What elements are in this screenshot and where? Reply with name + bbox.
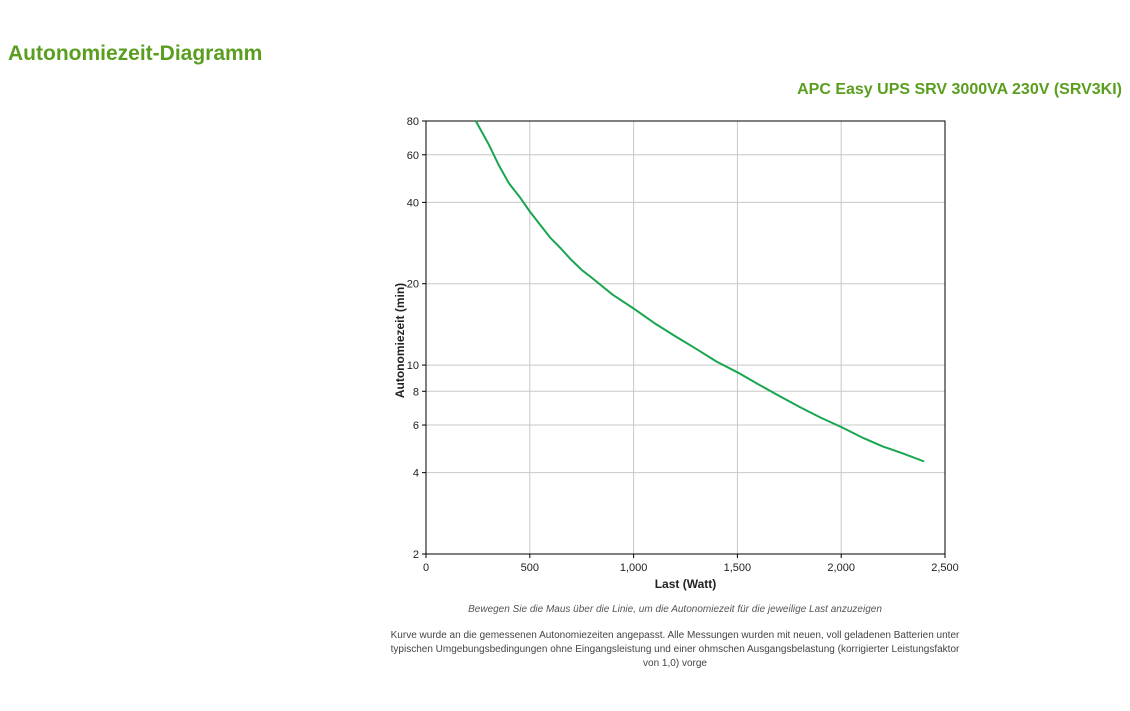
y-tick-label: 80 [407, 116, 419, 128]
x-tick-label: 1,000 [620, 562, 648, 574]
grid-lines [426, 121, 945, 554]
product-name: APC Easy UPS SRV 3000VA 230V (SRV3KI) [797, 81, 1122, 98]
series-layer[interactable] [474, 120, 925, 463]
y-tick-label: 4 [413, 468, 419, 480]
measurement-note: Kurve wurde an die gemessenen Autonomiez… [390, 630, 960, 669]
x-tick-label: 2,000 [827, 562, 855, 574]
x-axis-title: Last (Watt) [655, 577, 717, 591]
axis-ticks: 0 500 1,000 1,500 2,000 2,500 2 4 6 8 10 20 40 60 80 [407, 116, 959, 574]
plot-frame [425, 120, 946, 555]
runtime-curve[interactable] [474, 120, 925, 463]
y-tick-label: 40 [407, 197, 419, 209]
page-title: Autonomiezeit-Diagramm [8, 42, 263, 65]
y-tick-label: 6 [413, 420, 419, 432]
y-axis-title: Autonomiezeit (min) [393, 283, 407, 398]
runtime-chart: 0 500 1,000 1,500 2,000 2,500 2 4 6 8 10 20 40 60 80 L… [393, 116, 959, 591]
x-tick-label: 0 [423, 562, 429, 574]
x-tick-label: 1,500 [724, 562, 752, 574]
x-tick-label: 500 [521, 562, 539, 574]
y-tick-label: 60 [407, 150, 419, 162]
y-tick-label: 20 [407, 279, 419, 291]
x-tick-label: 2,500 [931, 562, 959, 574]
y-tick-label: 2 [413, 549, 419, 561]
hover-hint: Bewegen Sie die Maus über die Linie, um … [468, 604, 882, 615]
y-tick-label: 10 [407, 360, 419, 372]
y-tick-label: 8 [413, 386, 419, 398]
